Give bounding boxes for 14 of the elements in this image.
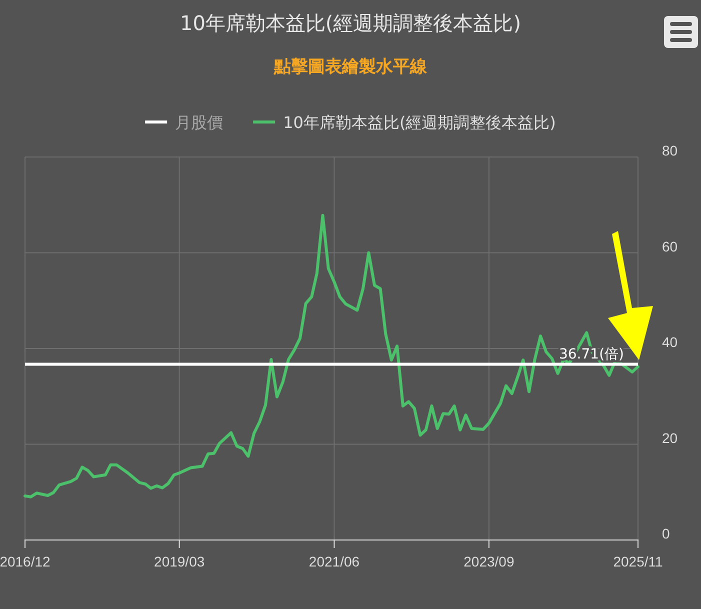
x-tick-label: 2025/11 [613, 553, 663, 570]
x-tick-label: 2016/12 [0, 553, 51, 570]
x-tick-label: 2021/06 [308, 553, 360, 570]
chart-subtitle: 點擊圖表繪製水平線 [273, 57, 428, 77]
y-tick-label: 80 [662, 142, 678, 159]
y-tick-label: 0 [662, 526, 670, 542]
y-tick-label: 20 [662, 430, 678, 446]
y-tick-label: 40 [662, 334, 678, 350]
x-tick-label: 2023/09 [464, 553, 514, 570]
chart-title: 10年席勒本益比(經週期調整後本益比) [180, 11, 522, 35]
y-tick-label: 60 [662, 238, 678, 254]
x-tick-label: 2019/03 [154, 553, 205, 570]
legend-label: 月股價 [175, 113, 224, 132]
legend-label: 10年席勒本益比(經週期調整後本益比) [283, 113, 556, 132]
